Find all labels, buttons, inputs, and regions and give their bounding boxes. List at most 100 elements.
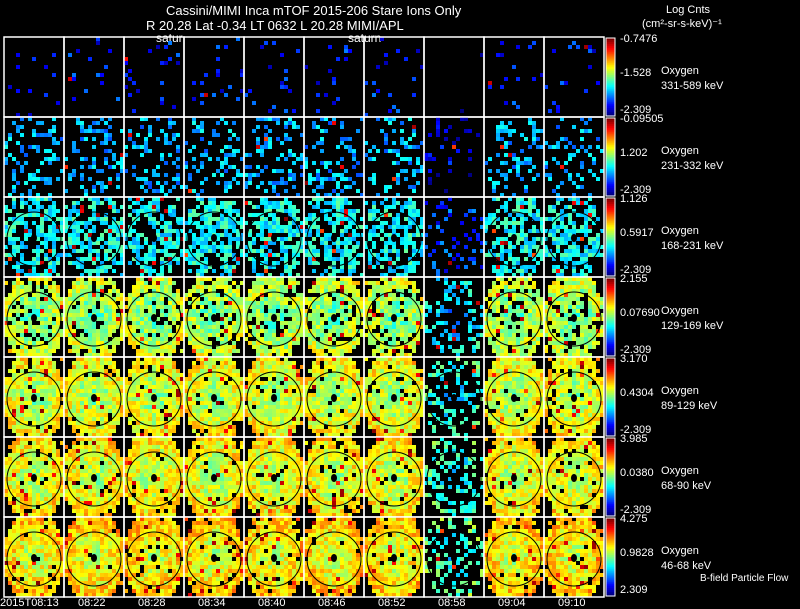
heatmap-pixel bbox=[192, 245, 196, 249]
heatmap-pixel bbox=[236, 349, 240, 353]
heatmap-pixel bbox=[364, 241, 368, 245]
heatmap-pixel bbox=[208, 213, 212, 217]
heatmap-pixel bbox=[320, 149, 324, 153]
heatmap-pixel bbox=[512, 349, 516, 353]
heatmap-pixel bbox=[580, 313, 584, 317]
heatmap-pixel bbox=[28, 305, 32, 309]
heatmap-pixel bbox=[552, 241, 556, 245]
heatmap-pixel bbox=[404, 225, 408, 229]
heatmap-pixel bbox=[532, 293, 536, 297]
heatmap-pixel bbox=[28, 189, 32, 193]
heatmap-pixel bbox=[56, 377, 60, 381]
heatmap-pixel bbox=[240, 297, 244, 301]
heatmap-pixel bbox=[392, 105, 396, 109]
heatmap-pixel bbox=[124, 61, 128, 65]
heatmap-pixel bbox=[144, 177, 148, 181]
heatmap-pixel bbox=[336, 317, 340, 321]
heatmap-pixel bbox=[76, 349, 80, 353]
heatmap-pixel bbox=[176, 333, 180, 337]
heatmap-pixel bbox=[420, 313, 424, 317]
heatmap-pixel bbox=[232, 293, 236, 297]
heatmap-pixel bbox=[412, 201, 416, 205]
heatmap-pixel bbox=[44, 285, 48, 289]
heatmap-pixel bbox=[448, 157, 452, 161]
heatmap-pixel bbox=[108, 233, 112, 237]
heatmap-pixel bbox=[124, 245, 128, 249]
heatmap-pixel bbox=[228, 221, 232, 225]
heatmap-pixel bbox=[588, 285, 592, 289]
heatmap-pixel bbox=[304, 157, 308, 161]
heatmap-pixel bbox=[32, 381, 36, 385]
heatmap-pixel bbox=[272, 321, 276, 325]
colorbar-segment bbox=[606, 176, 615, 180]
heatmap-pixel bbox=[504, 249, 508, 253]
heatmap-pixel bbox=[388, 185, 392, 189]
heatmap-pixel bbox=[540, 221, 544, 225]
heatmap-pixel bbox=[384, 133, 388, 137]
heatmap-pixel bbox=[576, 285, 580, 289]
heatmap-pixel bbox=[28, 325, 32, 329]
heatmap-pixel bbox=[44, 389, 48, 393]
heatmap-pixel bbox=[160, 297, 164, 301]
colorbar-segment bbox=[606, 184, 615, 187]
heatmap-pixel bbox=[208, 285, 212, 289]
heatmap-pixel bbox=[172, 333, 176, 337]
heatmap-pixel bbox=[36, 149, 40, 153]
heatmap-pixel bbox=[88, 345, 92, 349]
heatmap-pixel bbox=[580, 117, 584, 121]
heatmap-pixel bbox=[324, 257, 328, 261]
heatmap-pixel bbox=[388, 329, 392, 333]
heatmap-pixel bbox=[248, 325, 252, 329]
heatmap-pixel bbox=[268, 289, 272, 293]
heatmap-pixel bbox=[148, 181, 152, 185]
heatmap-pixel bbox=[200, 349, 204, 353]
heatmap-pixel bbox=[76, 277, 80, 281]
colorbar-segment bbox=[606, 80, 615, 84]
heatmap-pixel bbox=[480, 325, 484, 329]
colorbar-segment bbox=[606, 164, 615, 168]
heatmap-pixel bbox=[24, 401, 28, 405]
heatmap-pixel bbox=[232, 289, 236, 293]
heatmap-pixel bbox=[572, 201, 576, 205]
heatmap-pixel bbox=[164, 161, 168, 165]
heatmap-pixel bbox=[120, 317, 124, 321]
heatmap-pixel bbox=[92, 321, 96, 325]
heatmap-pixel bbox=[296, 125, 300, 129]
heatmap-pixel bbox=[508, 321, 512, 325]
heatmap-pixel bbox=[500, 317, 504, 321]
heatmap-pixel bbox=[532, 257, 536, 261]
heatmap-pixel bbox=[188, 289, 192, 293]
heatmap-pixel bbox=[408, 145, 412, 149]
heatmap-pixel bbox=[112, 313, 116, 317]
heatmap-pixel bbox=[568, 177, 572, 181]
colorbar-segment bbox=[606, 135, 615, 139]
heatmap-pixel bbox=[160, 281, 164, 285]
heatmap-pixel bbox=[244, 173, 248, 177]
heatmap-pixel bbox=[508, 257, 512, 261]
heatmap-pixel bbox=[84, 309, 88, 313]
heatmap-pixel bbox=[532, 237, 536, 241]
heatmap-pixel bbox=[172, 241, 176, 245]
heatmap-pixel bbox=[420, 309, 424, 313]
heatmap-pixel bbox=[284, 77, 288, 81]
heatmap-pixel bbox=[136, 313, 140, 317]
heatmap-pixel bbox=[116, 341, 120, 345]
heatmap-pixel bbox=[584, 277, 588, 281]
heatmap-pixel bbox=[256, 341, 260, 345]
heatmap-pixel bbox=[256, 233, 260, 237]
heatmap-pixel bbox=[140, 285, 144, 289]
heatmap-pixel bbox=[16, 397, 20, 401]
heatmap-pixel bbox=[568, 253, 572, 257]
heatmap-pixel bbox=[368, 313, 372, 317]
heatmap-pixel bbox=[264, 301, 268, 305]
heatmap-pixel bbox=[64, 313, 68, 317]
heatmap-pixel bbox=[580, 237, 584, 241]
colorbar-segment bbox=[606, 41, 615, 45]
heatmap-pixel bbox=[544, 325, 548, 329]
heatmap-pixel bbox=[404, 301, 408, 305]
heatmap-pixel bbox=[120, 329, 124, 333]
heatmap-pixel bbox=[148, 133, 152, 137]
heatmap-pixel bbox=[268, 181, 272, 185]
heatmap-pixel bbox=[348, 341, 352, 345]
heatmap-pixel bbox=[260, 349, 264, 353]
